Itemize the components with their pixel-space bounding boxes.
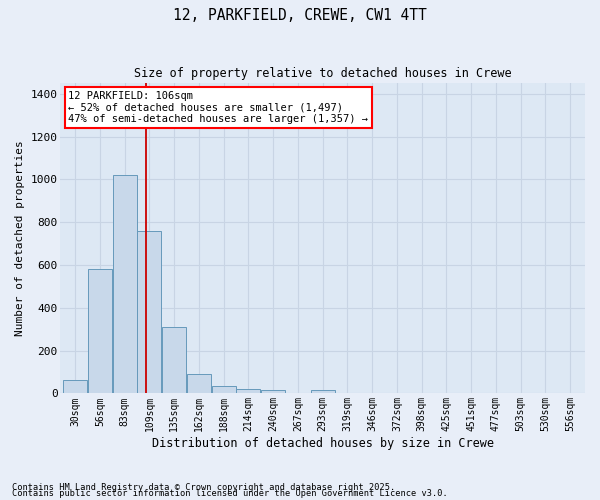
Y-axis label: Number of detached properties: Number of detached properties bbox=[15, 140, 25, 336]
Bar bbox=[162, 327, 186, 394]
Bar bbox=[236, 389, 260, 394]
Title: Size of property relative to detached houses in Crewe: Size of property relative to detached ho… bbox=[134, 68, 511, 80]
Text: Contains HM Land Registry data © Crown copyright and database right 2025.: Contains HM Land Registry data © Crown c… bbox=[12, 484, 395, 492]
Bar bbox=[113, 175, 137, 394]
X-axis label: Distribution of detached houses by size in Crewe: Distribution of detached houses by size … bbox=[152, 437, 494, 450]
Bar bbox=[311, 390, 335, 394]
Bar bbox=[261, 390, 285, 394]
Text: Contains public sector information licensed under the Open Government Licence v3: Contains public sector information licen… bbox=[12, 490, 448, 498]
Bar bbox=[88, 270, 112, 394]
Bar bbox=[187, 374, 211, 394]
Bar bbox=[212, 386, 236, 394]
Bar bbox=[63, 380, 87, 394]
Text: 12 PARKFIELD: 106sqm
← 52% of detached houses are smaller (1,497)
47% of semi-de: 12 PARKFIELD: 106sqm ← 52% of detached h… bbox=[68, 91, 368, 124]
Bar bbox=[137, 230, 161, 394]
Text: 12, PARKFIELD, CREWE, CW1 4TT: 12, PARKFIELD, CREWE, CW1 4TT bbox=[173, 8, 427, 22]
